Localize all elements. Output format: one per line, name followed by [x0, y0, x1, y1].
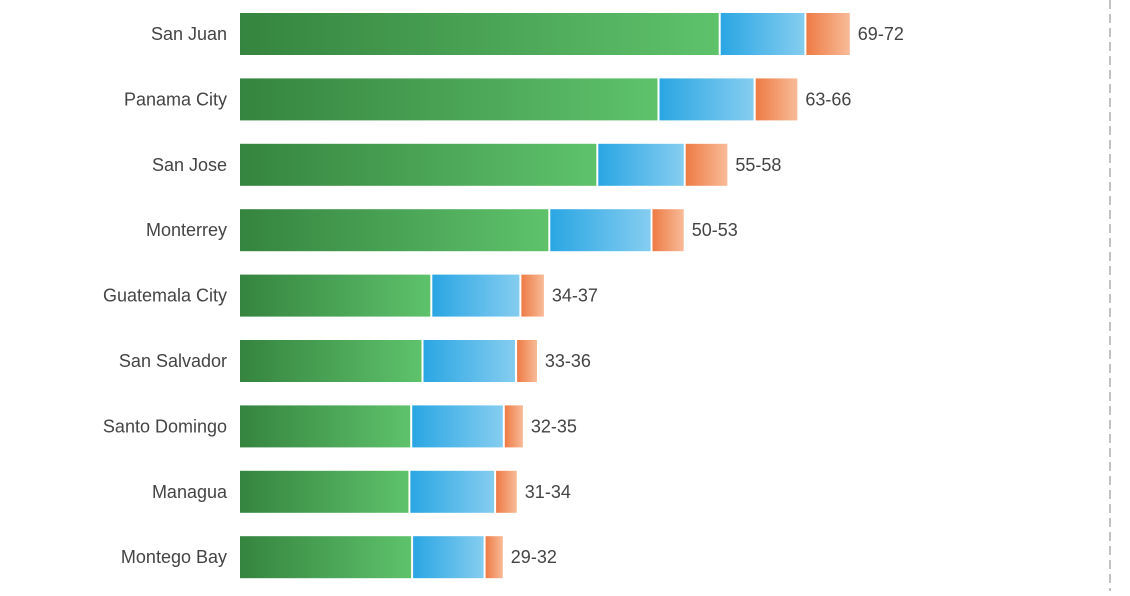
bar-segment-blue	[413, 536, 484, 579]
category-label: San Juan	[151, 24, 227, 44]
category-label: Montego Bay	[121, 547, 227, 567]
bar-segment-orange	[652, 209, 684, 252]
bar-segment-blue	[598, 143, 684, 186]
bar-segment-blue	[412, 405, 503, 448]
bar-row	[240, 274, 544, 317]
bar-segment-orange	[521, 274, 544, 317]
bar-row	[240, 470, 517, 513]
bar-segment-green	[240, 470, 409, 513]
data-label: 29-32	[511, 547, 557, 567]
bar-segment-blue	[659, 78, 754, 121]
data-label: 63-66	[805, 89, 851, 109]
category-label: San Jose	[152, 155, 227, 175]
data-label: 50-53	[692, 220, 738, 240]
bar-row	[240, 340, 537, 382]
bar-segment-orange	[496, 470, 517, 513]
bar-segment-green	[240, 209, 549, 252]
bar-segment-green	[240, 143, 597, 186]
category-label: Guatemala City	[103, 286, 227, 306]
data-label: 69-72	[858, 24, 904, 44]
bar-row	[240, 143, 728, 186]
bar-segment-blue	[423, 340, 515, 382]
category-label: Panama City	[124, 89, 227, 109]
bar-segment-orange	[517, 340, 537, 382]
bar-segment-orange	[806, 13, 850, 55]
category-label: Santo Domingo	[103, 416, 227, 436]
bar-row	[240, 78, 798, 121]
bar-segment-green	[240, 536, 412, 579]
data-label: 31-34	[525, 482, 571, 502]
bar-row	[240, 209, 684, 252]
bar-segment-orange	[755, 78, 798, 121]
bar-rows	[240, 13, 850, 579]
data-labels: 69-72 63-66 55-58 50-53 34-37 33-36 32-35 31-34…	[511, 24, 904, 567]
bar-segment-blue	[432, 274, 520, 317]
data-label: 33-36	[545, 351, 591, 371]
category-labels: San Juan Panama City San Jose Monterrey Guat…	[103, 24, 228, 567]
bar-segment-orange	[504, 405, 523, 448]
bar-segment-green	[240, 78, 658, 121]
category-label: San Salvador	[119, 351, 227, 371]
category-label: Managua	[152, 482, 228, 502]
bar-segment-orange	[485, 536, 503, 579]
data-label: 32-35	[531, 416, 577, 436]
bar-segment-blue	[720, 13, 805, 55]
bar-segment-green	[240, 13, 719, 55]
bar-row	[240, 13, 850, 55]
category-label: Monterrey	[146, 220, 227, 240]
bar-segment-green	[240, 274, 431, 317]
bar-segment-green	[240, 405, 411, 448]
bar-segment-blue	[550, 209, 651, 252]
bar-row	[240, 405, 523, 448]
bar-segment-blue	[410, 470, 495, 513]
data-label: 55-58	[735, 155, 781, 175]
bar-row	[240, 536, 503, 579]
bar-segment-orange	[685, 143, 728, 186]
bar-segment-green	[240, 340, 422, 382]
data-label: 34-37	[552, 286, 598, 306]
